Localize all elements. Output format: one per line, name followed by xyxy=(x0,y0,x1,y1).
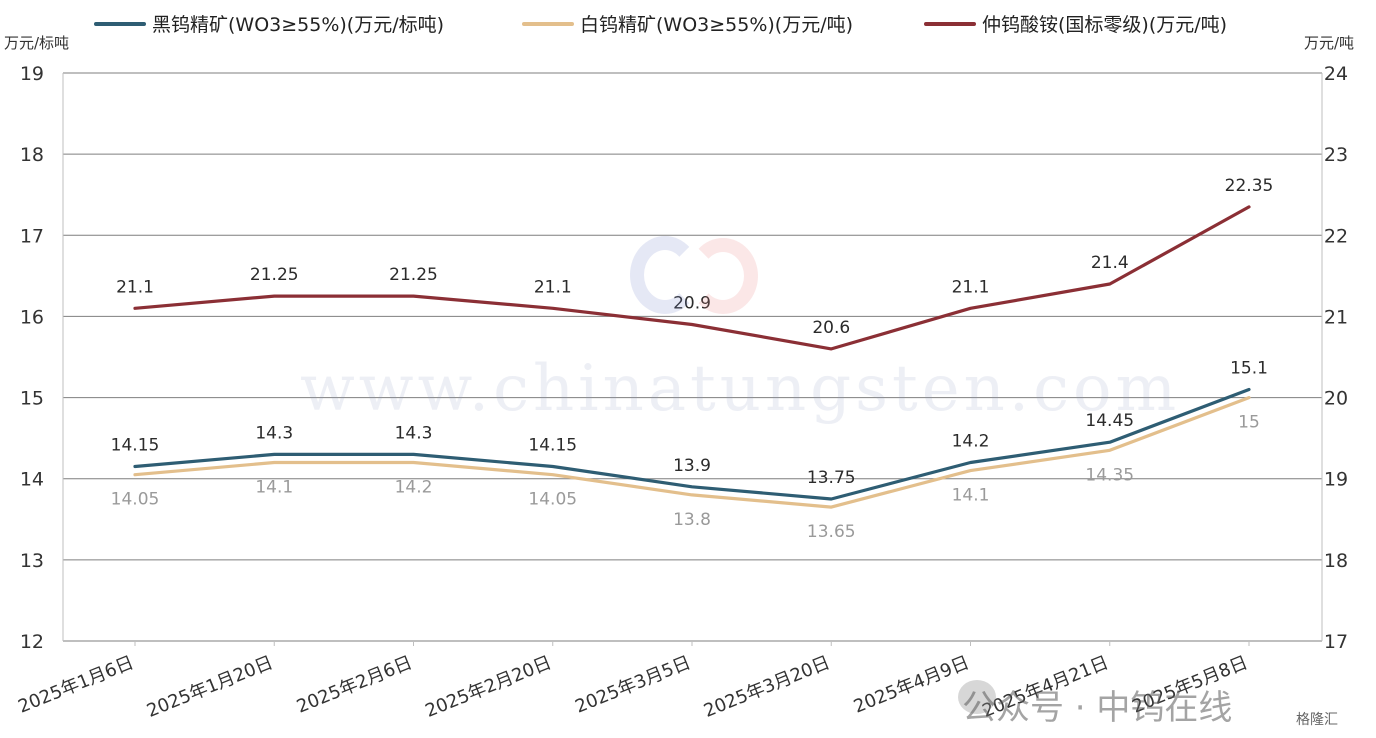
data-label: 14.2 xyxy=(952,431,990,451)
data-label: 21.25 xyxy=(250,265,299,285)
x-tick-label: 2025年1月20日 xyxy=(144,652,276,722)
axes: 19 24 18 23 17 22 16 21 15 20 14 19 13 18 12 17 万元/标吨 万元/… xyxy=(4,34,1354,722)
data-label: 13.9 xyxy=(673,456,711,476)
data-label: 14.35 xyxy=(1085,465,1134,485)
wechat-icon xyxy=(958,680,996,714)
data-label: 21.1 xyxy=(116,277,154,297)
source-label: 公众号 · 中钨在线 xyxy=(962,688,1233,728)
left-tick-label: 17 xyxy=(20,225,44,247)
x-tick-label: 2025年3月5日 xyxy=(572,652,694,717)
data-label: 21.1 xyxy=(952,277,990,297)
left-tick-label: 12 xyxy=(20,631,44,653)
data-label: 14.45 xyxy=(1085,411,1134,431)
data-label: 15.1 xyxy=(1230,358,1268,378)
data-label: 13.65 xyxy=(807,522,856,542)
data-label: 14.3 xyxy=(255,423,293,443)
x-tick-label: 2025年4月9日 xyxy=(851,652,973,717)
data-label: 22.35 xyxy=(1225,176,1274,196)
data-label: 13.8 xyxy=(673,510,711,530)
right-tick-label: 18 xyxy=(1324,550,1348,572)
data-label: 14.1 xyxy=(952,486,990,506)
data-label: 14.3 xyxy=(395,423,433,443)
right-axis-unit: 万元/吨 xyxy=(1304,34,1354,52)
x-tick-label: 2025年2月6日 xyxy=(294,652,416,717)
series-lines xyxy=(133,205,1251,509)
right-tick-label: 24 xyxy=(1324,63,1348,85)
legend-label-1: 黑钨精矿(WO3≥55%)(万元/标吨) xyxy=(152,14,444,36)
data-label: 20.9 xyxy=(673,294,711,314)
data-label: 21.4 xyxy=(1091,253,1129,273)
data-label: 14.05 xyxy=(528,490,577,510)
data-label: 21.25 xyxy=(389,265,438,285)
data-label: 20.6 xyxy=(812,318,850,338)
data-labels: 14.15 14.3 14.3 14.15 13.9 13.75 14.2 14.45 15.1… xyxy=(111,176,1274,542)
data-label: 15 xyxy=(1238,413,1260,433)
right-tick-label: 20 xyxy=(1324,388,1348,410)
data-label: 14.15 xyxy=(528,436,577,456)
left-tick-label: 14 xyxy=(20,469,44,491)
legend-label-3: 仲钨酸铵(国标零级)(万元/吨) xyxy=(982,14,1227,36)
series-line-2 xyxy=(133,396,1251,509)
series-line-3 xyxy=(133,205,1251,351)
left-tick-label: 18 xyxy=(20,144,44,166)
right-tick-label: 23 xyxy=(1324,144,1348,166)
x-tick-label: 2025年1月6日 xyxy=(15,652,137,717)
right-tick-label: 19 xyxy=(1324,469,1348,491)
series-line-1 xyxy=(133,387,1251,501)
left-axis-unit: 万元/标吨 xyxy=(4,34,69,52)
data-label: 14.15 xyxy=(111,436,160,456)
left-tick-label: 15 xyxy=(20,388,44,410)
corner-label: 格隆汇 xyxy=(1296,712,1338,728)
left-tick-label: 13 xyxy=(20,550,44,572)
right-tick-label: 21 xyxy=(1324,306,1348,328)
legend: 黑钨精矿(WO3≥55%)(万元/标吨) 白钨精矿(WO3≥55%)(万元/吨) 仲… xyxy=(94,14,1227,36)
x-tick-label: 2025年2月20日 xyxy=(422,652,554,722)
left-tick-label: 16 xyxy=(20,306,44,328)
data-label: 13.75 xyxy=(807,468,856,488)
data-label: 14.05 xyxy=(111,490,160,510)
right-tick-label: 22 xyxy=(1324,225,1348,247)
data-label: 14.1 xyxy=(255,477,293,497)
grid-lines xyxy=(63,72,1322,642)
data-label: 21.1 xyxy=(534,277,572,297)
x-tick-label: 2025年3月20日 xyxy=(701,652,833,722)
right-tick-label: 17 xyxy=(1324,631,1348,653)
left-tick-label: 19 xyxy=(20,63,44,85)
legend-label-2: 白钨精矿(WO3≥55%)(万元/吨) xyxy=(580,14,853,36)
data-label: 14.2 xyxy=(395,477,433,497)
